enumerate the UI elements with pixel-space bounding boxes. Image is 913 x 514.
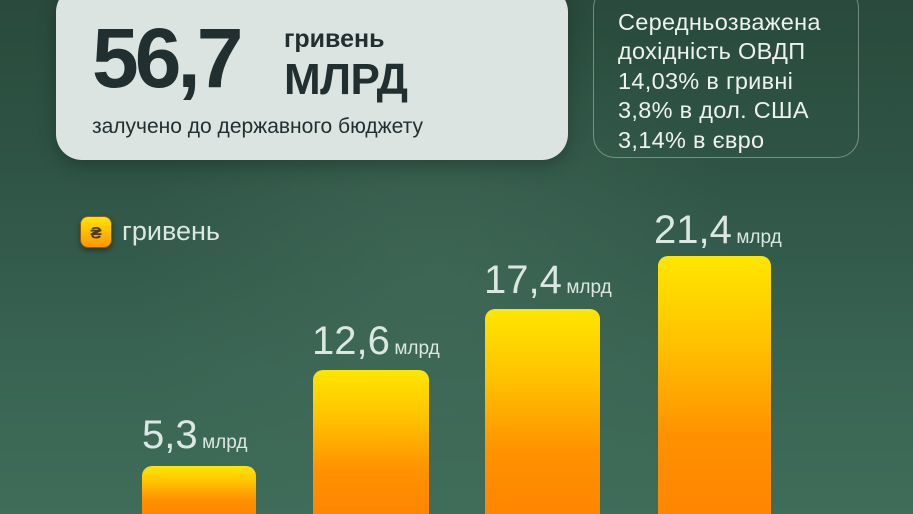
svg-text:₴: ₴ — [90, 224, 102, 243]
